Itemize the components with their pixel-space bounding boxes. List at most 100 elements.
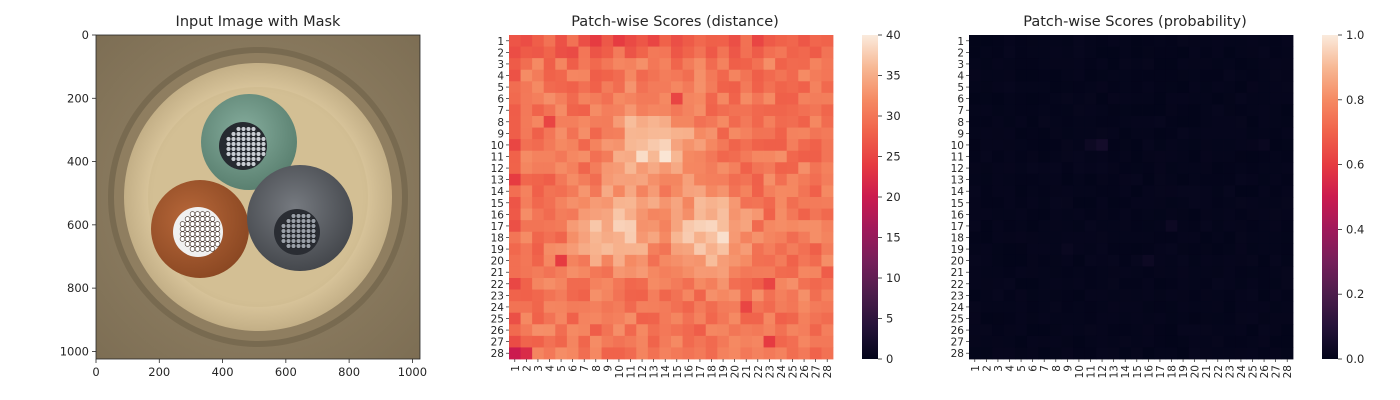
heatmap-cell: [798, 92, 811, 105]
heatmap-cell: [671, 243, 683, 256]
heatmap-cell: [752, 220, 764, 233]
heatmap-cell: [763, 197, 776, 209]
heatmap-cell: [1015, 231, 1028, 244]
heatmap-cell: [682, 185, 695, 198]
heatmap-cell: [1119, 162, 1132, 175]
heatmap-cell: [1073, 92, 1086, 105]
heatmap-cell: [1177, 197, 1190, 209]
heatmap-cell: [555, 104, 568, 117]
heatmap-cell: [728, 69, 741, 82]
heatmap-cell: [763, 92, 776, 105]
heatmap-cell: [1142, 266, 1155, 279]
heatmap-cell: [1165, 46, 1178, 59]
heatmap-cell: [543, 312, 556, 325]
heatmap-cell: [659, 92, 672, 105]
heatmap-cell: [509, 150, 521, 163]
heatmap-cell: [798, 243, 811, 256]
strand: [280, 233, 287, 239]
heatmap-cell: [740, 162, 753, 175]
heatmap-cell: [1281, 197, 1294, 209]
strand: [285, 233, 292, 239]
heatmap-cell: [532, 347, 545, 360]
heatmap-cell: [1165, 301, 1178, 314]
heatmap-cell: [1212, 81, 1224, 94]
heatmap-cell: [1050, 35, 1062, 47]
heatmap-cell: [717, 150, 730, 163]
heatmap-cell: [624, 92, 637, 105]
image-title: Input Image with Mask: [176, 14, 341, 30]
heatmap-cell: [1212, 104, 1224, 117]
heatmap-cell: [1154, 81, 1167, 94]
heatmap-cell: [1026, 266, 1039, 279]
heatmap-cell: [624, 162, 637, 175]
heatmap-cell: [798, 58, 811, 71]
heatmap-cell: [1188, 139, 1201, 152]
heatmap-cell: [1177, 150, 1190, 163]
heatmap-cell: [543, 231, 556, 244]
heatmap-cell: [694, 185, 707, 198]
strand: [245, 161, 252, 167]
heatmap-cell: [980, 266, 993, 279]
heatmap-cell: [1038, 185, 1051, 198]
heatmap-cell: [1154, 347, 1167, 360]
heatmap-cell: [671, 185, 683, 198]
heatmap-cell: [1107, 278, 1120, 290]
heatmap-cell: [1050, 278, 1062, 290]
strand: [189, 226, 196, 232]
heatmap-cell: [1258, 69, 1271, 82]
heatmap-cell: [1015, 324, 1028, 337]
heatmap-cell: [613, 35, 626, 47]
col-tick-label: 19: [1178, 365, 1190, 378]
heatmap-cell: [1061, 116, 1074, 128]
heatmap-cell: [1246, 254, 1259, 267]
heatmap-cell: [1026, 231, 1039, 244]
heatmap-cell: [1050, 173, 1062, 186]
heatmap-cell: [520, 162, 533, 175]
heatmap-cell: [1235, 92, 1248, 105]
strand: [189, 221, 196, 227]
heatmap-cell: [1131, 220, 1143, 233]
heatmap-cell: [980, 278, 993, 290]
heatmap-cell: [740, 289, 753, 302]
heatmap-cell: [1165, 58, 1178, 71]
heatmap-cell: [636, 104, 649, 117]
heatmap-cell: [798, 278, 811, 290]
heatmap-cell: [752, 254, 764, 267]
heatmap-cell: [786, 347, 799, 360]
heatmap-cell: [1235, 162, 1248, 175]
heatmap-cell: [1061, 278, 1074, 290]
row-tick-label: 22: [951, 279, 964, 291]
heatmap-cell: [798, 324, 811, 337]
strand: [209, 216, 216, 222]
heatmap-cell: [1212, 139, 1224, 152]
heatmap-cell: [786, 46, 799, 59]
heatmap-cell: [1281, 335, 1294, 348]
heatmap-cell: [1119, 150, 1132, 163]
distance-title: Patch-wise Scores (distance): [571, 14, 779, 30]
heatmap-cell: [821, 301, 834, 314]
col-tick-label: 8: [1051, 365, 1063, 372]
heatmap-cell: [1003, 266, 1016, 279]
strand: [295, 243, 302, 249]
heatmap-cell: [671, 278, 683, 290]
heatmap-cell: [543, 58, 556, 71]
heatmap-cell: [717, 185, 730, 198]
heatmap-cell: [728, 58, 741, 71]
heatmap-cell: [740, 127, 753, 140]
heatmap-cell: [821, 104, 834, 117]
row-tick-label: 4: [957, 71, 964, 83]
row-tick-label: 1: [957, 36, 964, 48]
heatmap-cell: [601, 266, 614, 279]
strand: [245, 146, 252, 152]
heatmap-cell: [671, 254, 683, 267]
heatmap-cell: [647, 324, 660, 337]
heatmap-cell: [1154, 69, 1167, 82]
strand: [199, 221, 206, 227]
heatmap-cell: [1142, 324, 1155, 337]
row-tick-label: 28: [491, 348, 504, 360]
strand: [290, 228, 297, 234]
strand: [199, 211, 206, 217]
heatmap-cell: [1131, 324, 1143, 337]
heatmap-cell: [980, 324, 993, 337]
heatmap-cell: [1119, 312, 1132, 325]
